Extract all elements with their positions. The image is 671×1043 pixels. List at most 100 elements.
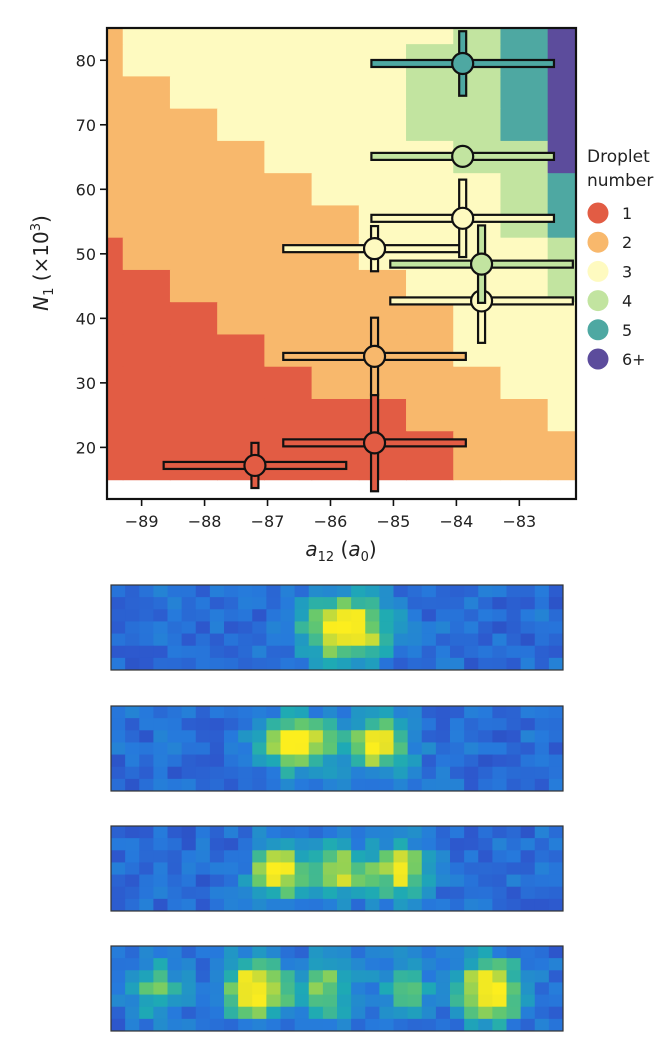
heatmap-cell: [264, 108, 313, 142]
heatmap-cell: [107, 398, 124, 432]
heatmap-cell: [169, 140, 218, 174]
image-pixel: [224, 718, 239, 731]
image-pixel: [450, 609, 465, 622]
image-pixel: [111, 657, 126, 671]
image-pixel: [492, 886, 508, 900]
image-pixel: [111, 633, 126, 647]
image-pixel: [266, 874, 282, 888]
image-pixel: [534, 838, 550, 851]
image-pixel: [111, 850, 126, 863]
image-pixel: [153, 850, 169, 863]
image-pixel: [435, 585, 451, 598]
legend-swatch: [587, 290, 609, 312]
image-pixel: [548, 850, 564, 863]
image-pixel: [450, 946, 465, 959]
image-pixel: [351, 609, 366, 622]
image-pixel: [280, 621, 296, 635]
x-tick-label: −88: [188, 512, 222, 531]
image-pixel: [252, 585, 267, 598]
image-pixel: [125, 982, 140, 996]
image-pixel: [294, 838, 310, 851]
image-pixel: [365, 994, 380, 1008]
image-pixel: [492, 1006, 508, 1020]
image-pixel: [224, 706, 239, 719]
image-pixel: [351, 982, 366, 996]
image-pixel: [351, 645, 366, 659]
image-pixel: [464, 850, 479, 863]
image-pixel: [195, 657, 211, 671]
image-pixel: [393, 994, 409, 1008]
image-pixel: [407, 898, 423, 912]
heatmap-cell: [169, 108, 218, 142]
image-pixel: [435, 609, 451, 622]
image-pixel: [506, 597, 522, 610]
image-pixel: [435, 994, 451, 1008]
image-pixel: [125, 862, 140, 876]
image-pixel: [351, 1018, 366, 1032]
image-pixel: [421, 597, 437, 610]
image-pixel: [139, 754, 154, 768]
image-pixel: [209, 597, 225, 610]
image-pixel: [464, 862, 479, 876]
image-pixel: [280, 1006, 296, 1020]
image-pixel: [365, 850, 380, 863]
image-pixel: [266, 970, 282, 983]
image-pixel: [464, 778, 479, 792]
image-pixel: [125, 609, 140, 622]
image-pixel: [337, 621, 352, 635]
image-pixel: [464, 609, 479, 622]
image-pixel: [322, 970, 338, 983]
image-pixel: [492, 730, 508, 743]
image-pixel: [181, 838, 197, 851]
image-pixel: [125, 754, 140, 768]
image-pixel: [294, 970, 310, 983]
image-pixel: [435, 754, 451, 768]
droplet-image-4: [110, 945, 564, 1032]
image-pixel: [435, 742, 451, 756]
image-pixel: [407, 585, 423, 598]
heatmap-cell: [122, 431, 171, 465]
image-pixel: [464, 657, 479, 671]
image-pixel: [421, 874, 437, 888]
image-pixel: [435, 645, 451, 659]
image-pixel: [266, 585, 282, 598]
image-pixel: [464, 958, 479, 971]
image-pixel: [478, 874, 493, 888]
image-pixel: [520, 1018, 536, 1032]
image-pixel: [252, 609, 267, 622]
image-pixel: [478, 1006, 493, 1020]
image-pixel: [266, 609, 282, 622]
image-pixel: [238, 946, 253, 959]
image-frame: [110, 705, 564, 792]
heatmap-cell: [406, 108, 454, 142]
image-pixel: [478, 585, 493, 598]
image-pixel: [435, 982, 451, 996]
heatmap-cell: [264, 431, 313, 465]
image-pixel: [266, 994, 282, 1008]
legend-item: 1: [587, 202, 632, 224]
image-pixel: [337, 778, 352, 792]
image-pixel: [478, 742, 493, 756]
image-pixel: [421, 657, 437, 671]
image-pixel: [365, 970, 380, 983]
image-pixel: [421, 742, 437, 756]
heatmap-cell: [406, 366, 454, 400]
image-pixel: [181, 585, 197, 598]
heatmap-cell: [264, 173, 313, 207]
heatmap-cell: [169, 269, 218, 303]
image-pixel: [209, 898, 225, 912]
image-pixel: [139, 645, 154, 659]
image-pixel: [111, 874, 126, 888]
image-pixel: [393, 597, 409, 610]
image-pixel: [393, 982, 409, 996]
image-pixel: [492, 874, 508, 888]
image-pixel: [209, 1006, 225, 1020]
image-pixel: [224, 730, 239, 743]
image-pixel: [252, 874, 267, 888]
y-tick-label: 40: [76, 309, 96, 328]
image-pixel: [195, 862, 211, 876]
heatmap-cell: [264, 398, 313, 432]
heatmap-cell: [547, 398, 577, 432]
image-pixel: [534, 706, 550, 719]
image-pixel: [139, 778, 154, 792]
